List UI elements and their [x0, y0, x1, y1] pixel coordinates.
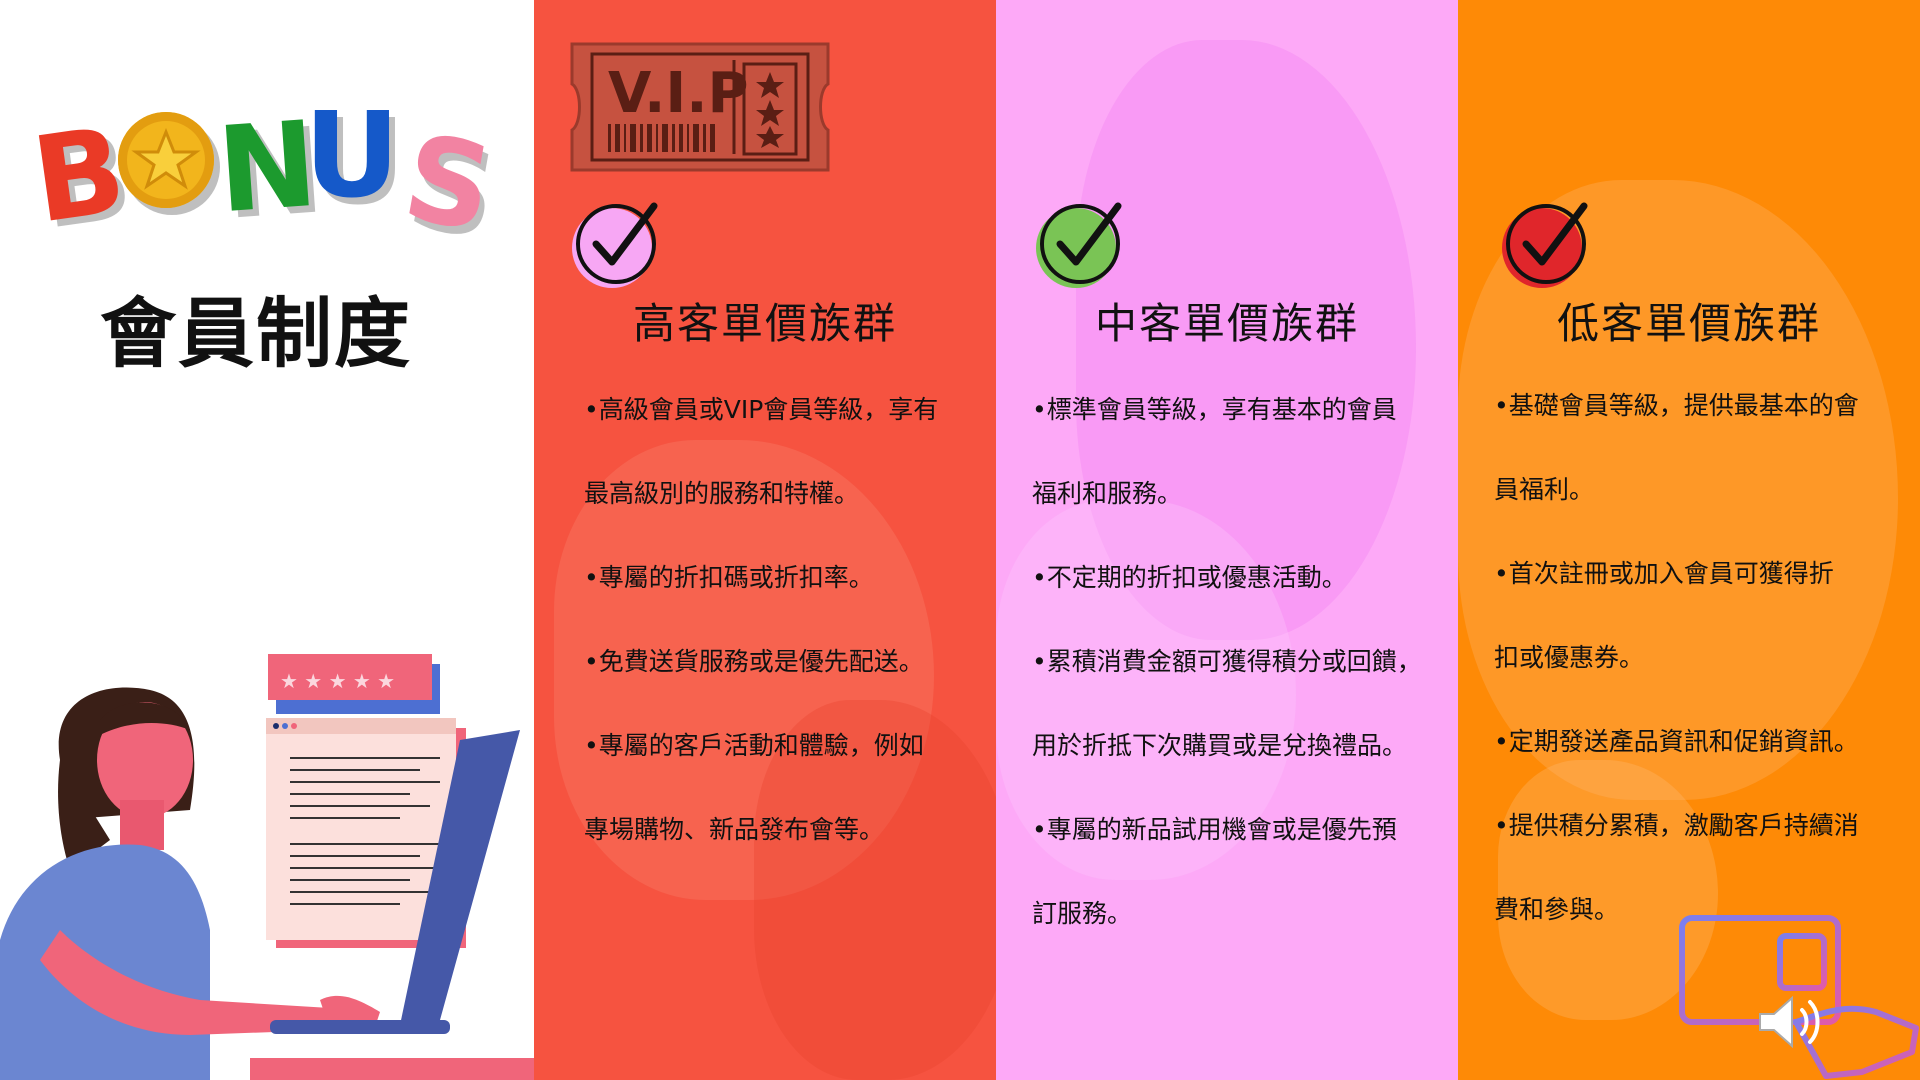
benefit-line: •首次註冊或加入會員可獲得折: [1494, 559, 1834, 588]
left-panel: B N U S 會員制度 ★ ★ ★ ★ ★: [0, 0, 534, 1080]
benefit-line: •專屬的新品試用機會或是優先預: [1032, 815, 1397, 844]
column-mid-value: 中客單價族群 •標準會員等級，享有基本的會員 福利和服務。 •不定期的折扣或優惠…: [996, 0, 1458, 1080]
benefit-line: •專屬的折扣碼或折扣率。: [584, 563, 874, 592]
benefit-line: 扣或優惠券。: [1494, 643, 1645, 672]
checkmark-icon: [572, 202, 658, 288]
texture-splash: [754, 700, 996, 1080]
benefit-line: •高級會員或VIP會員等級，享有: [584, 395, 939, 424]
benefit-line: •不定期的折扣或優惠活動。: [1032, 563, 1347, 592]
texture-splash: [554, 440, 934, 900]
benefit-line: 專場購物、新品發布會等。: [584, 815, 885, 844]
column-high-value: 高客單價族群 •高級會員或VIP會員等級，享有 最高級別的服務和特權。 •專屬的…: [534, 0, 996, 1080]
benefit-line: •基礎會員等級，提供最基本的會: [1494, 391, 1859, 420]
speaker-icon[interactable]: [1756, 990, 1830, 1054]
benefit-line: 最高級別的服務和特權。: [584, 479, 860, 508]
benefit-line: 員福利。: [1494, 475, 1595, 504]
benefit-line: 訂服務。: [1032, 899, 1133, 928]
benefit-line: •標準會員等級，享有基本的會員: [1032, 395, 1397, 424]
woman-laptop-illustration: ★ ★ ★ ★ ★: [0, 654, 534, 1080]
column-title: 高客單價族群: [632, 299, 897, 348]
benefit-line: •專屬的客戶活動和體驗，例如: [584, 731, 924, 760]
benefit-list: •基礎會員等級，提供最基本的會 員福利。 •首次註冊或加入會員可獲得折 扣或優惠…: [1494, 364, 1906, 952]
benefit-list: •標準會員等級，享有基本的會員 福利和服務。 •不定期的折扣或優惠活動。 •累積…: [1032, 368, 1444, 956]
benefit-line: •提供積分累積，激勵客戶持續消: [1494, 811, 1859, 840]
vip-text: V.I.P: [608, 61, 749, 126]
column-title: 中客單價族群: [1094, 299, 1359, 348]
column-low-value: 低客單價族群 •基礎會員等級，提供最基本的會 員福利。 •首次註冊或加入會員可獲…: [1458, 0, 1920, 1080]
svg-text:★ ★ ★ ★ ★: ★ ★ ★ ★ ★: [280, 669, 395, 693]
benefit-line: 費和參與。: [1494, 895, 1620, 924]
checkmark-icon: [1036, 202, 1122, 288]
benefit-line: •免費送貨服務或是優先配送。: [584, 647, 924, 676]
bonus-letter-u: U: [304, 86, 400, 224]
checkmark-icon: [1502, 202, 1588, 288]
texture-splash: [996, 500, 1296, 880]
benefit-line: 福利和服務。: [1032, 479, 1183, 508]
texture-splash: [1076, 40, 1416, 640]
column-title: 低客單價族群: [1556, 299, 1821, 348]
bonus-letter-b: B: [24, 100, 134, 250]
bonus-logo: B N U S: [25, 95, 504, 259]
benefit-list: •高級會員或VIP會員等級，享有 最高級別的服務和特權。 •專屬的折扣碼或折扣率…: [584, 368, 982, 872]
benefit-line: 用於折抵下次購買或是兌換禮品。: [1032, 731, 1408, 760]
benefit-line: •累積消費金額可獲得積分或回饋，: [1032, 647, 1422, 676]
vip-ticket-icon: V.I.P: [570, 42, 830, 172]
page-title: 會員制度: [100, 289, 412, 378]
coin-icon: [118, 112, 214, 208]
bonus-letter-s: S: [394, 107, 503, 259]
benefit-line: •定期發送產品資訊和促銷資訊。: [1494, 727, 1859, 756]
